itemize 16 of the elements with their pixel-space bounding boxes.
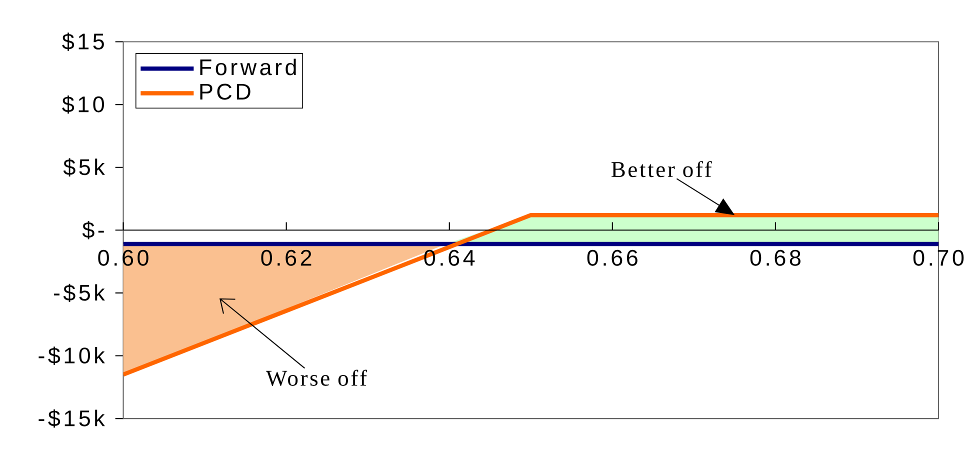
x-tick-label: 0.60 — [98, 250, 148, 266]
annotation: Worse off — [266, 370, 368, 386]
y-tick-label: $- — [82, 220, 104, 240]
y-tick-label: -$15k — [38, 409, 105, 428]
y-tick-label: $5k — [63, 158, 105, 176]
y-tick-label: -$10k — [38, 346, 105, 365]
legend-label: PCD — [200, 84, 250, 100]
y-tick-label: $10 — [62, 95, 104, 114]
y-tick-label: $15 — [62, 32, 104, 51]
legend-label: Forward — [200, 58, 296, 76]
annotation: Better off — [611, 160, 712, 177]
y-tick-label: -$5k — [54, 284, 105, 302]
x-tick-label: 0.66 — [587, 250, 638, 266]
x-tick-label: 0.64 — [424, 250, 475, 266]
x-tick-label: 0.68 — [750, 250, 800, 266]
x-tick-label: 0.62 — [261, 250, 312, 266]
